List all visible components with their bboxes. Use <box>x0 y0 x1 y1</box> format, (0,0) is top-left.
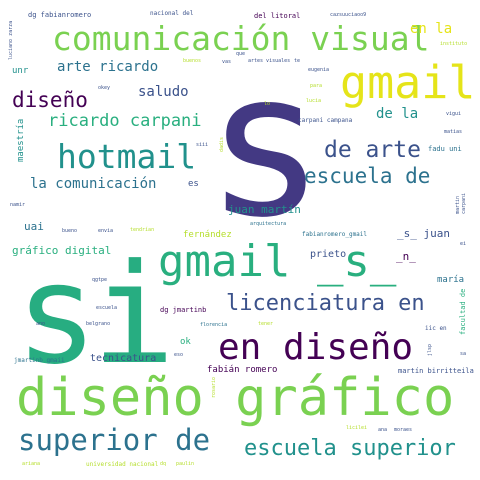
word-fabianromero-gmail: fabianromero_gmail <box>302 231 368 238</box>
word-juan-martin: juan martín <box>228 203 301 216</box>
word-prieto: prieto <box>310 249 347 260</box>
word-lo: lo <box>264 101 271 107</box>
word-diseno: diseño <box>12 88 88 112</box>
word-sa: sa <box>460 351 467 357</box>
word-que: que <box>236 51 246 57</box>
word-s-juan: _s_ juan <box>397 227 450 240</box>
word-grafico-digital: gráfico digital <box>12 244 112 257</box>
word-ok: ok <box>180 337 191 347</box>
word-saludo: saludo <box>138 84 189 100</box>
word-gmail-s: gmail _s_ <box>158 236 397 287</box>
word-eugenia: eugenia <box>308 67 330 73</box>
word-jlsp: jlsp <box>427 343 433 356</box>
word-bueno: bueno <box>62 228 78 234</box>
word-dadis: dadis <box>219 136 225 152</box>
word-es: es <box>188 179 199 189</box>
word-nacional-del: nacional del <box>150 10 194 17</box>
word-paulin: paulin <box>176 461 195 467</box>
word-luciano-zarza: luciano zarza <box>8 20 14 60</box>
word-rosario: rosario <box>211 376 217 398</box>
word-tendrian: tendrían <box>130 227 155 233</box>
word-escuela-superior: escuela superior <box>244 436 456 461</box>
word-lucia: lucia <box>306 98 322 104</box>
word-te: te <box>294 58 301 64</box>
word-para: para <box>310 83 323 89</box>
word-tecnicatura: tecnicatura <box>90 353 157 364</box>
word-arquitectura: arquitectura <box>250 221 287 227</box>
word-buenos: buenos <box>183 58 202 64</box>
word-diseno-grafico: diseño gráfico <box>16 368 455 428</box>
word-belgrano: belgrano <box>86 321 111 327</box>
word-vigui: vigui <box>446 111 462 117</box>
word-superior-de: superior de <box>18 423 211 457</box>
word-escuela: escuela <box>96 305 118 311</box>
word-comunicacion-visual: comunicación visual <box>52 19 430 58</box>
word-en-la: en la <box>410 21 453 37</box>
word-siii: siii <box>196 142 209 148</box>
word-arte-ricardo: arte ricardo <box>57 59 159 75</box>
word-moraes: moraes <box>394 427 413 433</box>
word-fadu-uni: fadu uni <box>428 145 462 153</box>
word-de-arte: de arte <box>324 137 421 163</box>
word-dq: dq <box>160 461 167 467</box>
word-ei: ei <box>460 241 467 247</box>
word-carpani-campana: carpani campana <box>298 117 353 124</box>
word-iic-en: iic en <box>425 325 447 332</box>
word-namir: namir <box>10 202 26 208</box>
word-fernandez: fernández <box>183 230 232 240</box>
word-martin: martin <box>455 195 461 214</box>
word-jmartinb-gmaii: jmartinb gmaii <box>14 357 65 364</box>
word-de-la: de la <box>376 106 419 122</box>
word-hotmail: hotmail <box>57 137 197 176</box>
word-ano: ano <box>36 321 46 327</box>
word-matias: matias <box>444 129 463 135</box>
word-ariana: ariana <box>22 461 41 467</box>
word-vas: vas <box>222 59 232 65</box>
word-envia: envia <box>98 228 114 234</box>
word-tener: tener <box>258 321 274 327</box>
word-qgtpe: qgtpe <box>92 277 108 283</box>
word-gmail: gmail <box>340 56 476 109</box>
word-s: s <box>205 29 326 262</box>
word-instituto: instituto <box>440 41 468 47</box>
word-artes-visuales: artes visuales <box>248 58 291 64</box>
word-eso: eso <box>174 352 184 358</box>
word-en-diseno: en diseño <box>218 327 414 368</box>
word-okey: okey <box>98 85 111 91</box>
word-licilei: licilei <box>346 425 368 431</box>
word-n: _n_ <box>396 250 416 263</box>
word-uai: uai <box>24 220 44 233</box>
word-dg-fabianromero: dg fabianromero <box>28 11 92 19</box>
word-carpani: carpani <box>461 192 467 214</box>
word-unr: unr <box>12 66 29 76</box>
word-dg-jmartinb: dg jmartinb <box>160 306 207 314</box>
word-licenciatura-en: licenciatura en <box>226 291 425 316</box>
word-escuela-de: escuela de <box>304 164 431 188</box>
word-martin-birritteila: martín birritteila <box>398 367 474 375</box>
word-cazsuuciaoo9: cazsuuciaoo9 <box>330 12 367 18</box>
word-fabian-romero: fabián romero <box>207 365 278 375</box>
word-florencia: florencia <box>200 322 228 328</box>
word-ricardo-carpani: ricardo carpani <box>48 111 202 131</box>
word-facultad-de: facultad de <box>459 288 467 335</box>
word-universidad-nacional: universidad nacional <box>86 461 159 468</box>
word-maria: maría <box>437 275 465 285</box>
word-la-comunicacion: la comunicación <box>30 176 157 192</box>
word-si: si <box>15 234 175 395</box>
word-ana: ana <box>378 427 388 433</box>
word-maestria: maestría <box>16 118 26 162</box>
word-del-litoral: del litoral <box>254 12 301 20</box>
